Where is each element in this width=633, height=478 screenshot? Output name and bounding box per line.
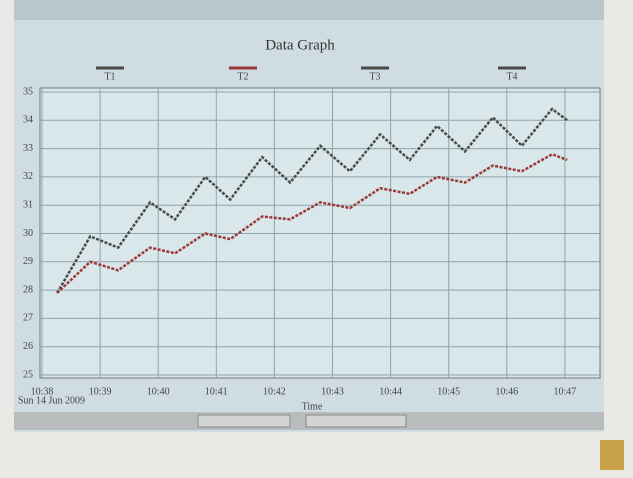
x-axis-label: Time (302, 401, 323, 412)
y-tick-label: 30 (23, 228, 33, 239)
legend-label: T3 (369, 71, 380, 82)
y-tick-label: 32 (23, 171, 33, 182)
y-tick-label: 34 (23, 115, 33, 126)
y-tick-label: 35 (23, 86, 33, 97)
x-tick-label: 10:41 (205, 386, 228, 397)
toolbar (14, 0, 604, 20)
x-tick-label: 10:44 (379, 386, 402, 397)
task-button[interactable] (305, 414, 407, 428)
x-tick-label: 10:38 (31, 386, 54, 397)
series-line (56, 107, 568, 294)
y-tick-label: 26 (23, 341, 33, 352)
logo (600, 440, 624, 470)
x-tick-label: 10:47 (554, 386, 577, 397)
x-tick-label: 10:40 (147, 386, 170, 397)
y-tick-label: 28 (23, 284, 33, 295)
x-tick-label: 10:43 (321, 386, 344, 397)
x-tick-label: 10:46 (495, 386, 518, 397)
y-tick-label: 25 (23, 369, 33, 380)
x-tick-label: 10:42 (263, 386, 286, 397)
legend-label: T1 (104, 71, 115, 82)
series-line (56, 152, 568, 294)
y-tick-label: 31 (23, 199, 33, 210)
y-tick-label: 33 (23, 143, 33, 154)
y-tick-label: 29 (23, 256, 33, 267)
x-tick-label: 10:39 (89, 386, 112, 397)
legend-label: T4 (506, 71, 517, 82)
x-tick-label: 10:45 (437, 386, 460, 397)
date-label: Sun 14 Jun 2009 (18, 395, 85, 406)
task-button[interactable] (197, 414, 291, 428)
legend-label: T2 (237, 71, 248, 82)
chart-title: Data Graph (265, 37, 335, 53)
y-tick-label: 27 (23, 313, 33, 324)
